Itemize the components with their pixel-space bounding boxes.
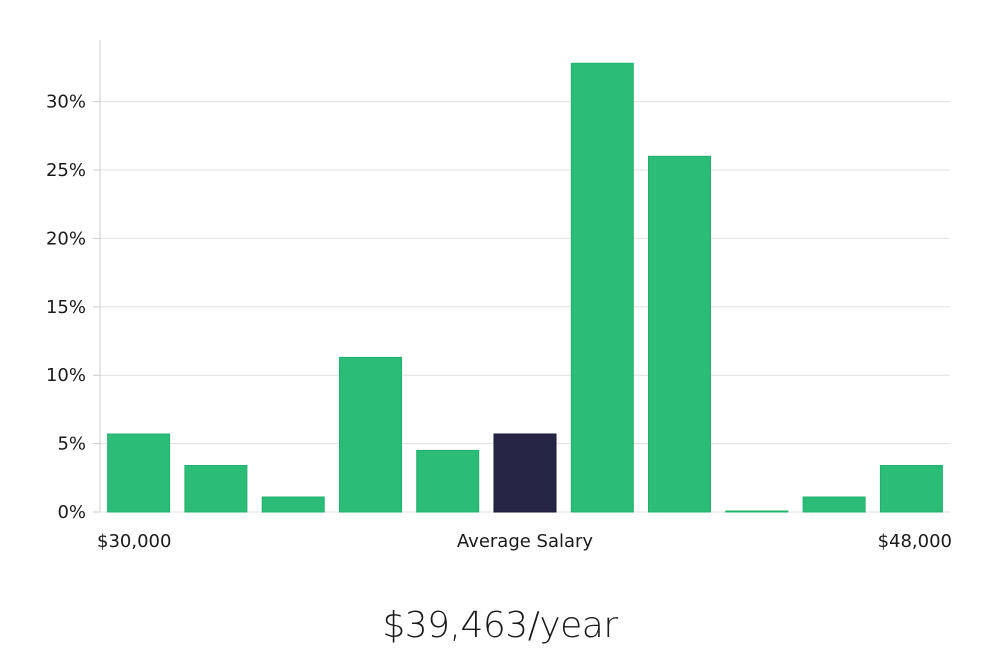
bar <box>879 465 943 513</box>
y-tick-label: 15% <box>46 297 86 318</box>
y-axis-ticks: 0% 5% 10% 15% 20% 25% 30% <box>46 92 86 523</box>
salary-histogram: 0% 5% 10% 15% 20% 25% 30% $30,000 Average Sala… <box>46 40 952 552</box>
x-axis-max-label: $48,000 <box>878 531 952 552</box>
bar <box>725 510 789 513</box>
bars <box>107 62 943 513</box>
x-axis-title: Average Salary <box>457 531 594 552</box>
x-axis-min-label: $30,000 <box>97 531 171 552</box>
bar <box>570 62 634 513</box>
bar <box>339 356 402 513</box>
bar <box>648 155 711 513</box>
y-tick-label: 10% <box>46 365 86 386</box>
y-tick-label: 30% <box>46 92 86 113</box>
y-tick-label: 0% <box>57 502 86 523</box>
y-tick-label: 25% <box>46 160 86 181</box>
y-tick-label: 5% <box>57 434 86 455</box>
y-tick-label: 20% <box>46 228 86 249</box>
bar <box>107 433 171 513</box>
bar <box>261 496 325 513</box>
average-salary-value: $39,463/year <box>382 605 618 646</box>
bar-highlighted <box>493 433 557 513</box>
bar <box>184 465 248 513</box>
bar <box>802 496 866 513</box>
bar <box>416 449 480 513</box>
